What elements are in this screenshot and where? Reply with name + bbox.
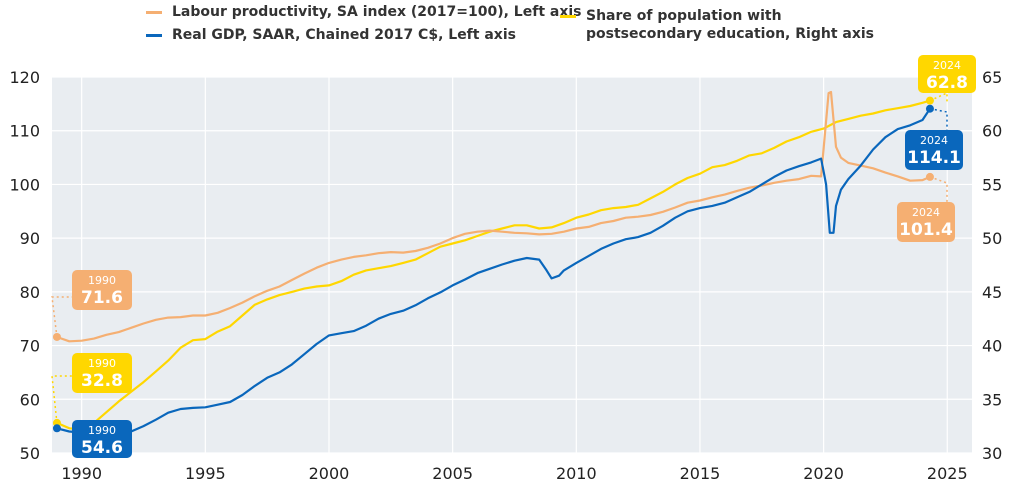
x-tick-label: 2025 — [927, 464, 968, 483]
legend-swatch-labour-productivity — [146, 11, 162, 14]
annotation-year: 1990 — [88, 357, 116, 370]
y-left-tick-label: 120 — [9, 68, 40, 87]
legend-item-postsecondary-share: Share of population with postsecondary e… — [560, 7, 890, 47]
x-tick-label: 2020 — [803, 464, 844, 483]
x-tick-label: 1990 — [61, 464, 102, 483]
legend-swatch-postsecondary-share — [560, 15, 576, 18]
annotation-box — [897, 202, 955, 242]
annotation-year: 1990 — [88, 274, 116, 287]
annotation-year: 2024 — [920, 134, 948, 147]
annotation-marker — [52, 424, 61, 433]
annotation-leader — [929, 107, 948, 130]
y-right-tick-label: 65 — [982, 68, 1002, 87]
annotation-value: 101.4 — [899, 220, 953, 240]
legend-label-labour-productivity: Labour productivity, SA index (2017=100)… — [172, 4, 582, 20]
y-left-tick-label: 90 — [20, 229, 40, 248]
annotation-value: 71.6 — [81, 288, 123, 308]
annotation-box — [72, 353, 132, 393]
y-right-tick-label: 60 — [982, 122, 1002, 141]
y-left-tick-label: 80 — [20, 283, 40, 302]
x-tick-label: 1995 — [185, 464, 226, 483]
annotation-leader — [929, 91, 948, 104]
annotation-marker — [925, 104, 934, 113]
annotation-box — [918, 55, 976, 93]
y-left-tick-label: 100 — [9, 175, 40, 194]
x-tick-label: 2015 — [680, 464, 721, 483]
y-left-tick-label: 50 — [20, 444, 40, 463]
annotation-leader — [929, 176, 948, 202]
annotation-year: 2024 — [933, 59, 961, 72]
annotation-year: 2024 — [912, 206, 940, 219]
annotation-leader — [51, 296, 72, 338]
annotation-value: 114.1 — [907, 148, 961, 168]
x-tick-label: 2010 — [556, 464, 597, 483]
annotation-marker — [925, 172, 934, 181]
legend-item-real-gdp: Real GDP, SAAR, Chained 2017 C$, Left ax… — [146, 26, 566, 46]
annotation-box — [72, 270, 132, 310]
y-right-tick-label: 55 — [982, 175, 1002, 194]
annotation-year: 1990 — [88, 424, 116, 437]
y-left-tick-label: 60 — [20, 390, 40, 409]
annotation-marker — [925, 96, 934, 105]
y-left-tick-label: 70 — [20, 337, 40, 356]
y-right-tick-label: 30 — [982, 444, 1002, 463]
x-tick-label: 2005 — [432, 464, 473, 483]
legend-label-postsecondary-share: Share of population with postsecondary e… — [586, 8, 874, 42]
series-line-real-gdp — [56, 108, 931, 438]
y-right-tick-label: 45 — [982, 283, 1002, 302]
annotation-leader — [51, 375, 72, 423]
annotation-marker — [52, 332, 61, 341]
y-right-tick-label: 40 — [982, 337, 1002, 356]
legend-swatch-real-gdp — [146, 34, 162, 37]
y-left-tick-label: 110 — [9, 122, 40, 141]
legend-item-labour-productivity: Labour productivity, SA index (2017=100)… — [146, 3, 582, 23]
annotation-box — [72, 420, 132, 458]
x-tick-label: 2000 — [309, 464, 350, 483]
series-line-labour-productivity — [56, 90, 931, 343]
annotation-value: 32.8 — [81, 371, 123, 391]
annotation-value: 54.6 — [81, 438, 123, 458]
y-right-tick-label: 35 — [982, 390, 1002, 409]
annotation-value: 62.8 — [926, 73, 968, 93]
y-right-tick-label: 50 — [982, 229, 1002, 248]
annotation-box — [905, 130, 963, 170]
legend-label-real-gdp: Real GDP, SAAR, Chained 2017 C$, Left ax… — [172, 27, 516, 43]
